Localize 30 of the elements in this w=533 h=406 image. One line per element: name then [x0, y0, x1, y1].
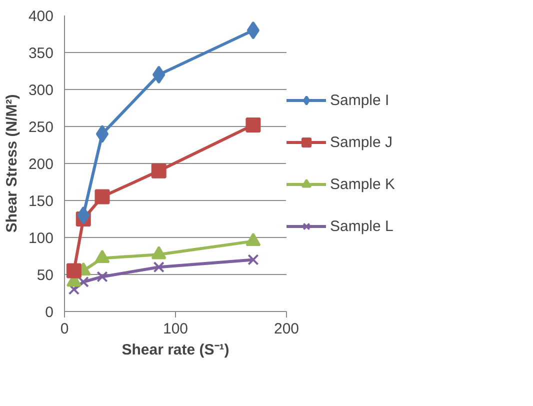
- point: [246, 21, 260, 40]
- x-tick-label: 200: [274, 320, 300, 338]
- point: [78, 276, 89, 288]
- x-axis-title: Shear rate (S⁻¹): [122, 342, 230, 358]
- point: [246, 118, 261, 133]
- point: [96, 124, 109, 143]
- y-tick-label: 400: [28, 8, 54, 25]
- y-tick-label: 250: [28, 119, 54, 136]
- y-tick-label: 150: [28, 193, 54, 210]
- point: [153, 262, 164, 273]
- point: [77, 206, 90, 224]
- y-tick-label: 50: [36, 267, 54, 284]
- y-tick-label: 0: [45, 304, 54, 321]
- y-tick-label: 100: [28, 230, 54, 247]
- point: [248, 254, 259, 266]
- legend-label: Sample J: [330, 134, 394, 150]
- legend-label: Sample K: [330, 176, 396, 192]
- point: [96, 271, 108, 282]
- y-axis-title: Shear Stress (N/M²): [3, 94, 20, 233]
- point: [66, 263, 82, 278]
- x-tick-label: 100: [162, 320, 188, 338]
- y-tick-label: 300: [28, 82, 54, 99]
- y-tick-label: 200: [28, 156, 54, 173]
- legend-label: Sample I: [330, 92, 390, 108]
- point: [94, 189, 110, 204]
- y-tick-label: 350: [28, 45, 54, 62]
- legend-label: Sample L: [330, 218, 394, 234]
- x-tick-label: 0: [60, 320, 69, 338]
- point: [152, 66, 166, 84]
- point: [151, 163, 166, 178]
